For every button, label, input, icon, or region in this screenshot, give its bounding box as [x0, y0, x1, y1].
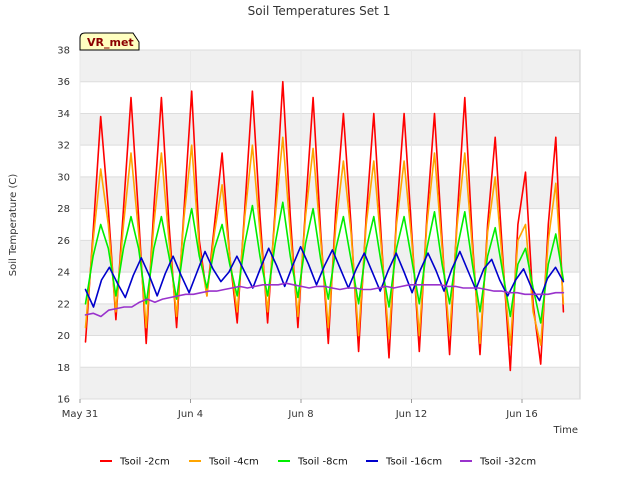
y-tick-label: 16: [57, 395, 70, 406]
legend: Tsoil -2cm Tsoil -4cm Tsoil -8cm Tsoil -16c…: [100, 457, 536, 468]
y-tick-label: 20: [57, 331, 70, 342]
y-axis-ticks: 16 18 20 22 24 26 28 30 32 34 36 38: [57, 46, 70, 406]
legend-label: Tsoil -4cm: [208, 457, 259, 468]
y-tick-label: 26: [57, 236, 70, 247]
x-tick-label: Jun 4: [177, 409, 203, 420]
x-tick-label: Jun 16: [505, 409, 538, 420]
series-line-5: [84, 282, 565, 318]
plot-band: [80, 50, 580, 82]
x-axis-title: Time: [553, 425, 578, 436]
series-lines: [84, 80, 565, 372]
station-badge-shape: [79, 32, 140, 51]
x-tick-label: Jun 8: [287, 409, 313, 420]
x-tick-label: May 31: [62, 409, 99, 420]
y-tick-label: 24: [57, 268, 70, 279]
plot-band: [80, 113, 580, 146]
plot-background-bands: [80, 50, 580, 399]
chart-title: Soil Temperatures Set 1: [248, 4, 391, 18]
legend-label: Tsoil -2cm: [119, 457, 170, 468]
legend-label: Tsoil -16cm: [385, 457, 442, 468]
y-tick-label: 32: [57, 141, 70, 152]
station-badge-label: VR_met: [87, 36, 134, 49]
y-tick-label: 38: [57, 46, 70, 57]
x-tick-label: Jun 12: [395, 409, 428, 420]
y-axis-title: Soil Temperature (C): [8, 174, 19, 277]
y-tick-label: 28: [57, 204, 70, 215]
y-tick-label: 36: [57, 77, 70, 88]
station-badge: VR_met: [79, 32, 140, 51]
x-axis-ticks: May 31 Jun 4 Jun 8 Jun 12 Jun 16: [62, 399, 538, 420]
y-tick-label: 34: [57, 109, 70, 120]
series-line-3: [84, 201, 565, 324]
y-tick-label: 22: [57, 299, 70, 310]
series-line-4: [84, 245, 565, 308]
legend-label: Tsoil -32cm: [479, 457, 536, 468]
plot-area: [79, 49, 581, 400]
grid-lines: [79, 49, 580, 400]
y-tick-label: 30: [57, 172, 70, 183]
plot-band: [80, 367, 580, 399]
legend-label: Tsoil -8cm: [297, 457, 348, 468]
y-tick-label: 18: [57, 363, 70, 374]
